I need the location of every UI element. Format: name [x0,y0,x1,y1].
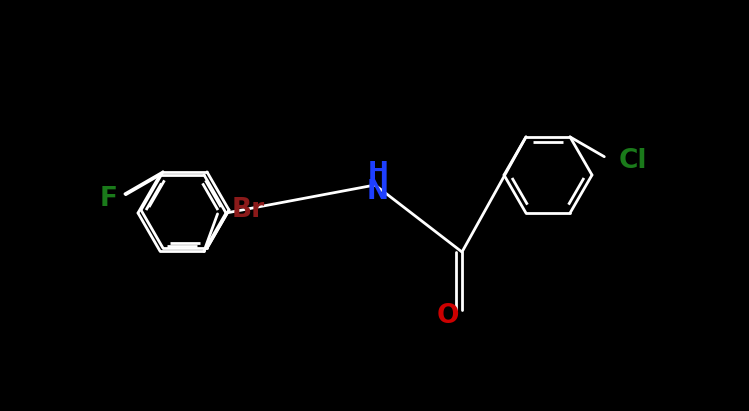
Text: H: H [368,160,389,184]
Text: Br: Br [231,197,264,223]
Text: F: F [100,186,118,212]
Text: N: N [367,179,389,205]
Text: O: O [437,303,459,329]
Text: Cl: Cl [618,148,647,174]
